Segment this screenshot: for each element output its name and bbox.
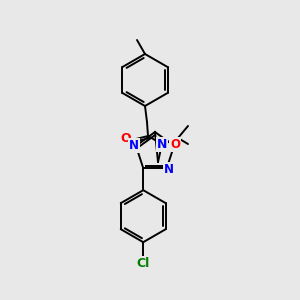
- Text: O: O: [121, 133, 131, 146]
- Text: N: N: [157, 137, 167, 151]
- Text: N: N: [129, 139, 139, 152]
- Text: O: O: [170, 138, 180, 151]
- Text: N: N: [164, 163, 174, 176]
- Text: Cl: Cl: [136, 257, 150, 270]
